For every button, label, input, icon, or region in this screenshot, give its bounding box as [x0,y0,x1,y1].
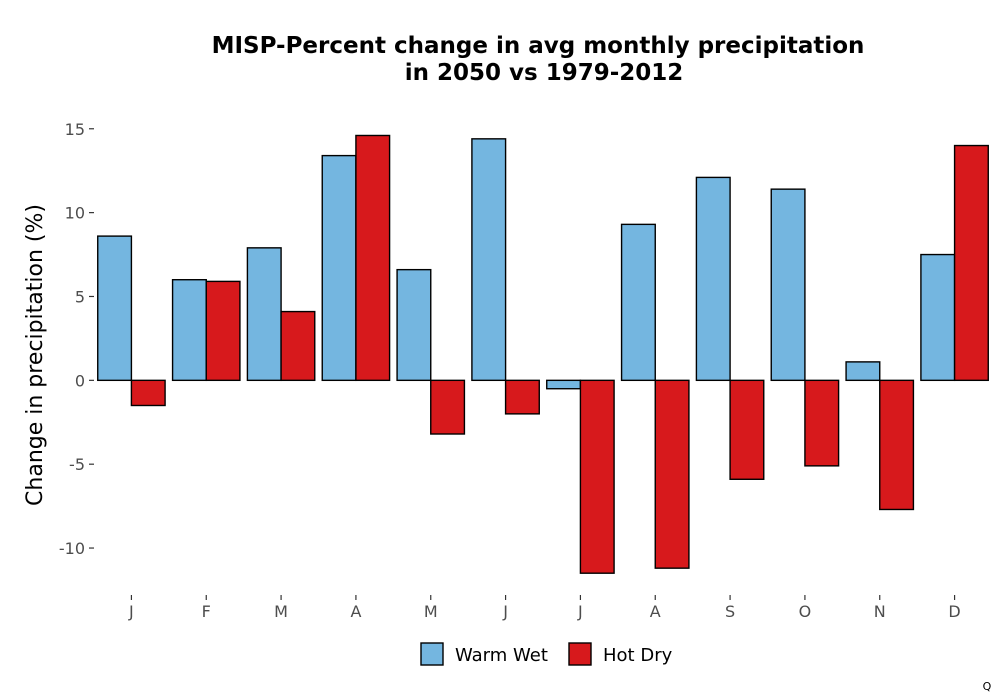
y-tick-label: -10 [59,539,85,558]
bars [97,134,989,574]
bar-hot-dry-7 [654,379,690,569]
x-tick-label: D [948,602,960,621]
y-tick-label: 10 [65,204,85,223]
y-tick-label: 15 [65,120,85,139]
bar-warm-wet-7 [620,223,656,382]
x-tick-label: M [424,602,438,621]
bar-warm-wet-5 [471,138,507,382]
y-axis: 15 10 5 0 -5 -10 [59,120,94,558]
x-tick-label: J [502,602,508,621]
minor-gridlines [94,170,992,507]
chart-title-line-1: MISP-Percent change in avg monthly preci… [212,33,865,59]
bar-hot-dry-1 [205,280,241,382]
chart-title-line-2: in 2050 vs 1979-2012 [405,60,684,86]
x-tick-label: F [202,602,211,621]
bar-hot-dry-8 [729,379,765,480]
bar-warm-wet-3 [321,154,357,382]
bar-warm-wet-10 [845,361,881,382]
y-tick-label: 0 [75,371,85,390]
bar-warm-wet-11 [920,253,956,382]
corner-mark: Q [983,680,992,693]
y-axis-label: Change in precipitation (%) [23,204,48,506]
x-tick-label: N [874,602,886,621]
bar-hot-dry-2 [280,310,316,382]
legend-label-hot-dry: Hot Dry [603,645,673,666]
x-tick-label: J [128,602,134,621]
bar-hot-dry-0 [130,379,166,407]
bar-hot-dry-9 [804,379,840,467]
y-tick-label: 5 [75,287,85,306]
y-tick-label: -5 [69,455,85,474]
bar-hot-dry-6 [579,379,615,574]
bar-warm-wet-1 [171,279,207,382]
bar-warm-wet-9 [770,188,806,382]
x-tick-label: M [274,602,288,621]
bar-hot-dry-5 [504,379,540,415]
bar-hot-dry-11 [953,144,989,382]
legend-key-warm-wet [420,642,444,666]
bar-warm-wet-8 [695,176,731,382]
bar-hot-dry-10 [879,379,915,511]
bar-warm-wet-6 [546,379,582,390]
x-tick-label: A [650,602,661,621]
bar-warm-wet-2 [246,247,282,382]
x-tick-label: A [350,602,361,621]
bar-hot-dry-3 [355,134,391,382]
legend-key-hot-dry [568,642,592,666]
legend: Warm Wet Hot Dry [420,642,673,666]
bar-warm-wet-4 [396,268,432,382]
x-tick-label: O [799,602,812,621]
x-tick-label: J [577,602,583,621]
bar-hot-dry-4 [430,379,466,435]
bar-warm-wet-0 [97,235,133,382]
legend-label-warm-wet: Warm Wet [455,645,548,666]
x-tick-label: S [725,602,735,621]
